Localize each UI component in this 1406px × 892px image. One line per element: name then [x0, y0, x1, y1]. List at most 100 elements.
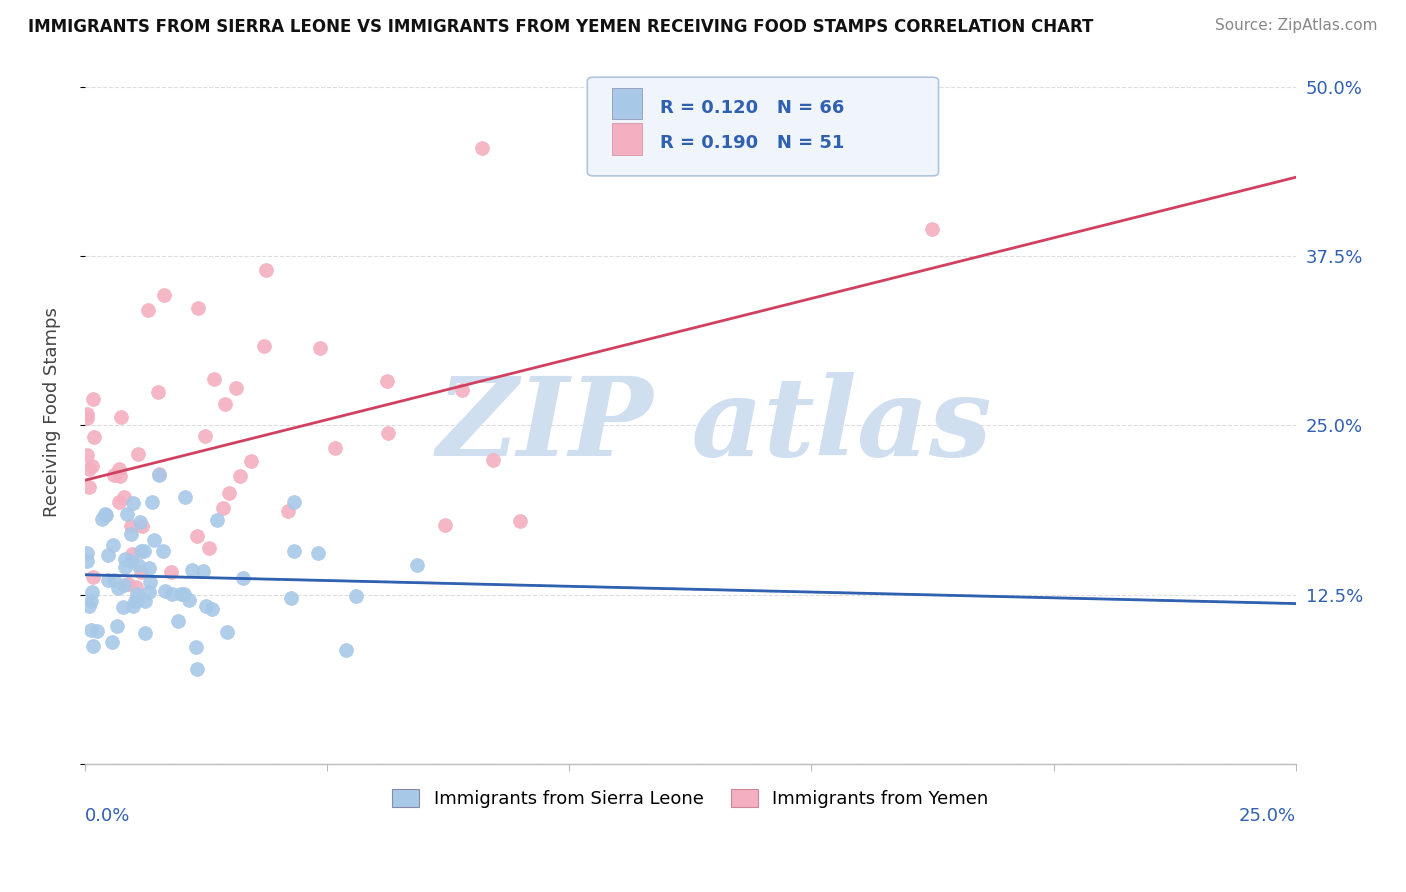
Point: [215, 625, 238, 640]
Point: [127, 587, 149, 601]
Point: [114, 551, 136, 566]
Point: [105, 618, 128, 632]
Text: 25.0%: 25.0%: [1239, 806, 1296, 824]
Point: [121, 527, 143, 541]
Point: [96, 548, 118, 562]
Point: [76, 546, 98, 560]
Point: [186, 662, 208, 676]
Point: [97, 573, 120, 587]
Point: [406, 558, 429, 572]
Point: [225, 381, 247, 395]
Point: [214, 397, 236, 411]
Point: [325, 441, 347, 455]
Point: [127, 558, 149, 572]
Point: [108, 468, 131, 483]
Point: [181, 563, 204, 577]
Point: [377, 425, 399, 440]
Point: [482, 452, 505, 467]
Point: [114, 578, 136, 592]
Point: [77, 480, 100, 494]
Point: [103, 574, 125, 588]
Point: [184, 640, 207, 655]
Point: [107, 581, 129, 595]
Point: [107, 462, 129, 476]
Point: [125, 580, 148, 594]
Text: ZIP atlas: ZIP atlas: [437, 372, 993, 480]
Point: [375, 374, 398, 388]
Text: R = 0.120   N = 66: R = 0.120 N = 66: [659, 98, 845, 117]
Point: [80, 458, 103, 473]
Point: [198, 541, 221, 556]
Point: [211, 500, 233, 515]
Point: [173, 490, 195, 504]
Point: [162, 587, 184, 601]
Y-axis label: Receiving Food Stamps: Receiving Food Stamps: [44, 307, 60, 516]
Text: 0.0%: 0.0%: [84, 806, 131, 824]
Point: [283, 495, 305, 509]
Point: [94, 508, 117, 522]
Point: [83, 430, 105, 444]
Point: [143, 533, 166, 547]
Point: [122, 599, 145, 613]
Point: [82, 570, 104, 584]
Point: [280, 591, 302, 605]
Point: [120, 554, 142, 568]
FancyBboxPatch shape: [588, 78, 939, 176]
Point: [76, 410, 98, 425]
Point: [277, 504, 299, 518]
Point: [114, 560, 136, 574]
Point: [82, 392, 104, 406]
Point: [450, 384, 472, 398]
Point: [76, 408, 98, 422]
Point: [153, 583, 176, 598]
Point: [91, 512, 114, 526]
Point: [307, 546, 329, 560]
Point: [79, 599, 101, 614]
Point: [177, 592, 200, 607]
Point: [509, 514, 531, 528]
Point: [115, 507, 138, 521]
Point: [101, 635, 124, 649]
Point: [77, 462, 100, 476]
Point: [103, 468, 125, 483]
Point: [309, 342, 332, 356]
Text: Source: ZipAtlas.com: Source: ZipAtlas.com: [1215, 18, 1378, 33]
Point: [146, 384, 169, 399]
Point: [124, 594, 146, 608]
Point: [253, 339, 276, 353]
Point: [111, 600, 134, 615]
Point: [205, 513, 228, 527]
Text: IMMIGRANTS FROM SIERRA LEONE VS IMMIGRANTS FROM YEMEN RECEIVING FOOD STAMPS CORR: IMMIGRANTS FROM SIERRA LEONE VS IMMIGRAN…: [28, 18, 1094, 36]
Text: R = 0.190   N = 51: R = 0.190 N = 51: [659, 134, 845, 152]
Point: [138, 585, 160, 599]
Point: [194, 428, 217, 442]
Point: [218, 485, 240, 500]
Point: [186, 529, 208, 543]
Point: [202, 372, 225, 386]
Point: [79, 594, 101, 608]
Point: [132, 544, 155, 558]
Point: [434, 518, 457, 533]
Point: [108, 495, 131, 509]
Point: [86, 624, 108, 638]
Point: [138, 574, 160, 589]
Point: [138, 561, 160, 575]
Point: [121, 547, 143, 561]
Point: [170, 587, 193, 601]
Point: [76, 448, 98, 462]
Bar: [612, 87, 641, 120]
Point: [921, 222, 943, 236]
Point: [120, 518, 142, 533]
Point: [131, 518, 153, 533]
Point: [254, 262, 277, 277]
Point: [191, 564, 214, 578]
Point: [101, 537, 124, 551]
Point: [240, 454, 263, 468]
Point: [148, 467, 170, 482]
Point: [110, 410, 132, 425]
Point: [232, 571, 254, 585]
Bar: [612, 123, 641, 154]
Point: [93, 507, 115, 521]
Point: [127, 447, 149, 461]
Point: [131, 544, 153, 558]
